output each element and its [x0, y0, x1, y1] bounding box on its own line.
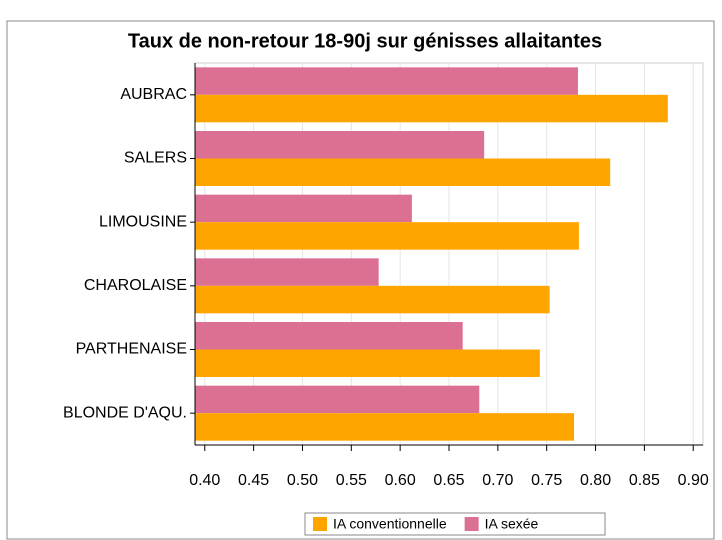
bar [195, 94, 668, 123]
bar [195, 385, 480, 414]
y-tick-label: BLONDE D'AQU. [63, 404, 187, 421]
x-tick-label: 0.80 [580, 472, 611, 489]
bar [195, 194, 412, 223]
bar [195, 67, 578, 95]
legend-label: IA sexée [485, 516, 539, 532]
y-tick-label: LIMOUSINE [99, 213, 187, 230]
bar [195, 349, 540, 377]
y-tick-label: CHAROLAISE [84, 277, 187, 294]
x-tick-label: 0.75 [531, 472, 562, 489]
legend-swatch [313, 517, 327, 531]
y-tick-label: SALERS [124, 150, 187, 167]
y-tick-label: AUBRAC [120, 86, 187, 103]
y-tick-label: PARTHENAISE [76, 341, 187, 358]
bar [195, 131, 485, 159]
x-tick-label: 0.90 [678, 472, 709, 489]
x-tick-label: 0.55 [336, 472, 367, 489]
chart-title: Taux de non-retour 18-90j sur génisses a… [128, 30, 602, 52]
x-tick-label: 0.50 [287, 472, 318, 489]
legend-label: IA conventionnelle [333, 516, 447, 532]
x-tick-label: 0.40 [189, 472, 220, 489]
bar [195, 322, 463, 350]
bar [195, 413, 575, 441]
legend-box [304, 512, 606, 536]
bar [195, 158, 611, 186]
x-tick-label: 0.85 [629, 472, 660, 489]
bar [195, 285, 550, 314]
x-tick-label: 0.70 [482, 472, 513, 489]
x-tick-label: 0.60 [385, 472, 416, 489]
x-tick-label: 0.45 [238, 472, 269, 489]
x-tick-label: 0.65 [433, 472, 464, 489]
legend-swatch [464, 517, 479, 531]
bar [195, 222, 579, 250]
bar [195, 258, 379, 286]
